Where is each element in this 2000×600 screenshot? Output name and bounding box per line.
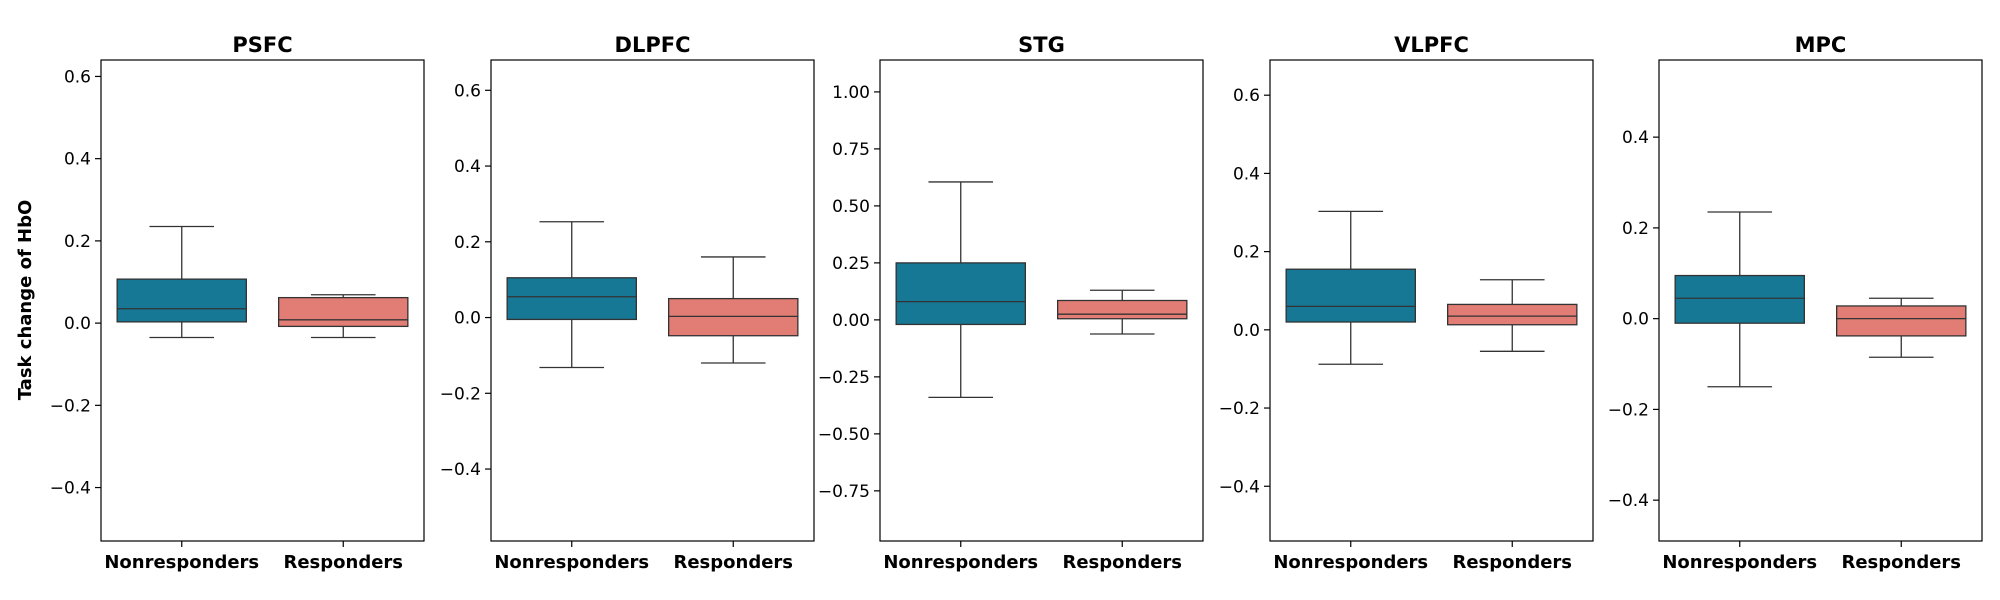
y-tick-label: −0.4 (1608, 491, 1649, 511)
box-nonresponders (116, 225, 247, 339)
panel-title: VLPFC (1394, 33, 1469, 57)
y-tick-label: 1.00 (832, 83, 870, 103)
panel-vlpfc: VLPFC Nonresponders Responders −0.4 −0.2 0.0 0… (1219, 33, 1594, 573)
y-tick-label: −0.2 (440, 384, 481, 404)
iqr-box (895, 262, 1027, 326)
panel-title: DLPFC (615, 33, 691, 57)
panel-title: PSFC (232, 33, 292, 57)
y-tick-label: −0.50 (818, 425, 870, 445)
y-tick-label: 0.50 (832, 197, 870, 217)
y-tick-label: 0.0 (454, 309, 481, 329)
y-tick-label: 0.4 (454, 157, 481, 177)
y-tick-label: 0.4 (64, 150, 91, 170)
x-tick-label: Nonresponders (1273, 552, 1428, 573)
x-tick-label: Nonresponders (883, 552, 1038, 573)
panel-stg: STG Nonresponders Responders −0.75 −0.50 −0.2… (818, 33, 1204, 573)
y-tick-label: 0.6 (64, 67, 91, 87)
plot-frame (1658, 59, 1983, 542)
iqr-box (668, 297, 799, 337)
y-axis-label: Task change of HbO (15, 200, 36, 401)
x-tick-label: Nonresponders (104, 552, 259, 573)
x-tick-label: Nonresponders (494, 552, 649, 573)
y-tick-label: −0.25 (818, 368, 870, 388)
x-tick-label: Responders (673, 552, 793, 573)
y-tick-label: 0.25 (832, 254, 870, 274)
iqr-box (1447, 303, 1578, 326)
box-responders (1057, 289, 1188, 335)
x-tick-label: Responders (1452, 552, 1572, 573)
y-tick-label: 0.0 (1233, 321, 1260, 341)
box-responders (277, 294, 409, 339)
iqr-box (1836, 305, 1967, 337)
box-nonresponders (506, 221, 637, 369)
panel-psfc: PSFC Nonresponders Responders −0.4 −0.2 0.0 0.… (50, 33, 425, 573)
y-tick-label: −0.75 (818, 482, 870, 502)
iqr-box (1674, 274, 1806, 324)
y-tick-label: 0.4 (1233, 164, 1260, 184)
panel-mpc: MPC Nonresponders Responders −0.4 −0.2 0.0 0.2… (1608, 33, 1983, 573)
box-responders (1836, 297, 1967, 358)
y-tick-label: 0.2 (1622, 219, 1649, 239)
panels: PSFC Nonresponders Responders −0.4 −0.2 0.0 0.… (50, 33, 1983, 573)
plot-frame (100, 59, 425, 542)
y-tick-label: −0.2 (1219, 399, 1260, 419)
box-nonresponders (895, 181, 1027, 399)
x-tick-label: Responders (1062, 552, 1182, 573)
iqr-box (1285, 268, 1417, 323)
y-tick-label: −0.4 (1219, 477, 1260, 497)
plot-frame (879, 59, 1204, 542)
plot-frame (490, 59, 815, 542)
box-responders (668, 256, 799, 364)
y-tick-label: 0.00 (832, 311, 870, 331)
y-tick-label: −0.2 (1608, 400, 1649, 420)
y-tick-label: 0.0 (1622, 310, 1649, 330)
iqr-box (1057, 299, 1188, 320)
y-tick-label: −0.4 (50, 479, 91, 499)
y-tick-label: 0.0 (64, 314, 91, 334)
plot-frame (1269, 59, 1594, 542)
y-tick-label: −0.4 (440, 460, 481, 480)
x-tick-label: Responders (1841, 552, 1961, 573)
panel-dlpfc: DLPFC Nonresponders Responders −0.4 −0.2 0.0 0… (440, 33, 815, 573)
y-tick-label: 0.2 (64, 232, 91, 252)
iqr-box (506, 277, 637, 321)
y-tick-label: 0.75 (832, 140, 870, 160)
y-tick-label: 0.6 (1233, 86, 1260, 106)
x-tick-label: Responders (283, 552, 403, 573)
box-nonresponders (1674, 211, 1806, 388)
y-tick-label: −0.2 (50, 396, 91, 416)
y-tick-label: 0.4 (1622, 128, 1649, 148)
iqr-box (116, 278, 247, 323)
y-tick-label: 0.2 (454, 233, 481, 253)
x-tick-label: Nonresponders (1662, 552, 1817, 573)
box-responders (1447, 279, 1578, 352)
y-tick-label: 0.2 (1233, 243, 1260, 263)
panel-title: MPC (1795, 33, 1847, 57)
y-tick-label: 0.6 (454, 81, 481, 101)
iqr-box (277, 296, 409, 328)
panel-title: STG (1018, 33, 1065, 57)
box-nonresponders (1285, 210, 1417, 365)
